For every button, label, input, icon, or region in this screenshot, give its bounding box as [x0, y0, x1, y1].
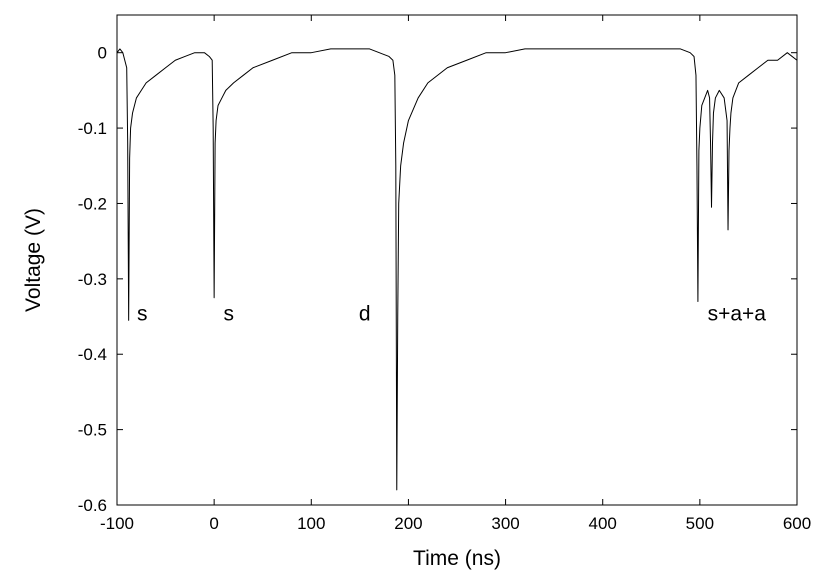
y-tick-label: -0.3 [78, 270, 107, 289]
x-tick-label: 300 [491, 514, 519, 533]
pulse-annotation: s+a+a [708, 302, 767, 325]
y-tick-label: -0.6 [78, 496, 107, 515]
y-axis-label: Voltage (V) [22, 208, 45, 312]
pulse-annotation: s [223, 302, 234, 325]
x-tick-label: -100 [100, 514, 134, 533]
pulse-annotation: s [137, 302, 148, 325]
y-tick-label: -0.4 [78, 345, 107, 364]
x-tick-label: 0 [209, 514, 218, 533]
y-tick-label: -0.1 [78, 119, 107, 138]
y-tick-labels: 0 -0.1 -0.2 -0.3 -0.4 -0.5 -0.6 [78, 44, 107, 515]
x-tick-label: 500 [686, 514, 714, 533]
y-tick-label: -0.2 [78, 194, 107, 213]
y-tick-label: -0.5 [78, 421, 107, 440]
x-tick-label: 400 [589, 514, 617, 533]
x-tick-label: 200 [394, 514, 422, 533]
axis-ticks [116, 15, 798, 506]
x-axis-label: Time (ns) [413, 547, 501, 570]
pulse-annotation: d [359, 302, 371, 325]
x-tick-label: 600 [783, 514, 811, 533]
pulse-annotations: s s d s+a+a [137, 302, 766, 325]
voltage-trace-line [116, 48, 798, 491]
x-tick-label: 100 [297, 514, 325, 533]
x-tick-labels: -100 0 100 200 300 400 500 600 [100, 514, 811, 533]
plot-frame [116, 14, 798, 506]
y-tick-label: 0 [98, 44, 107, 63]
